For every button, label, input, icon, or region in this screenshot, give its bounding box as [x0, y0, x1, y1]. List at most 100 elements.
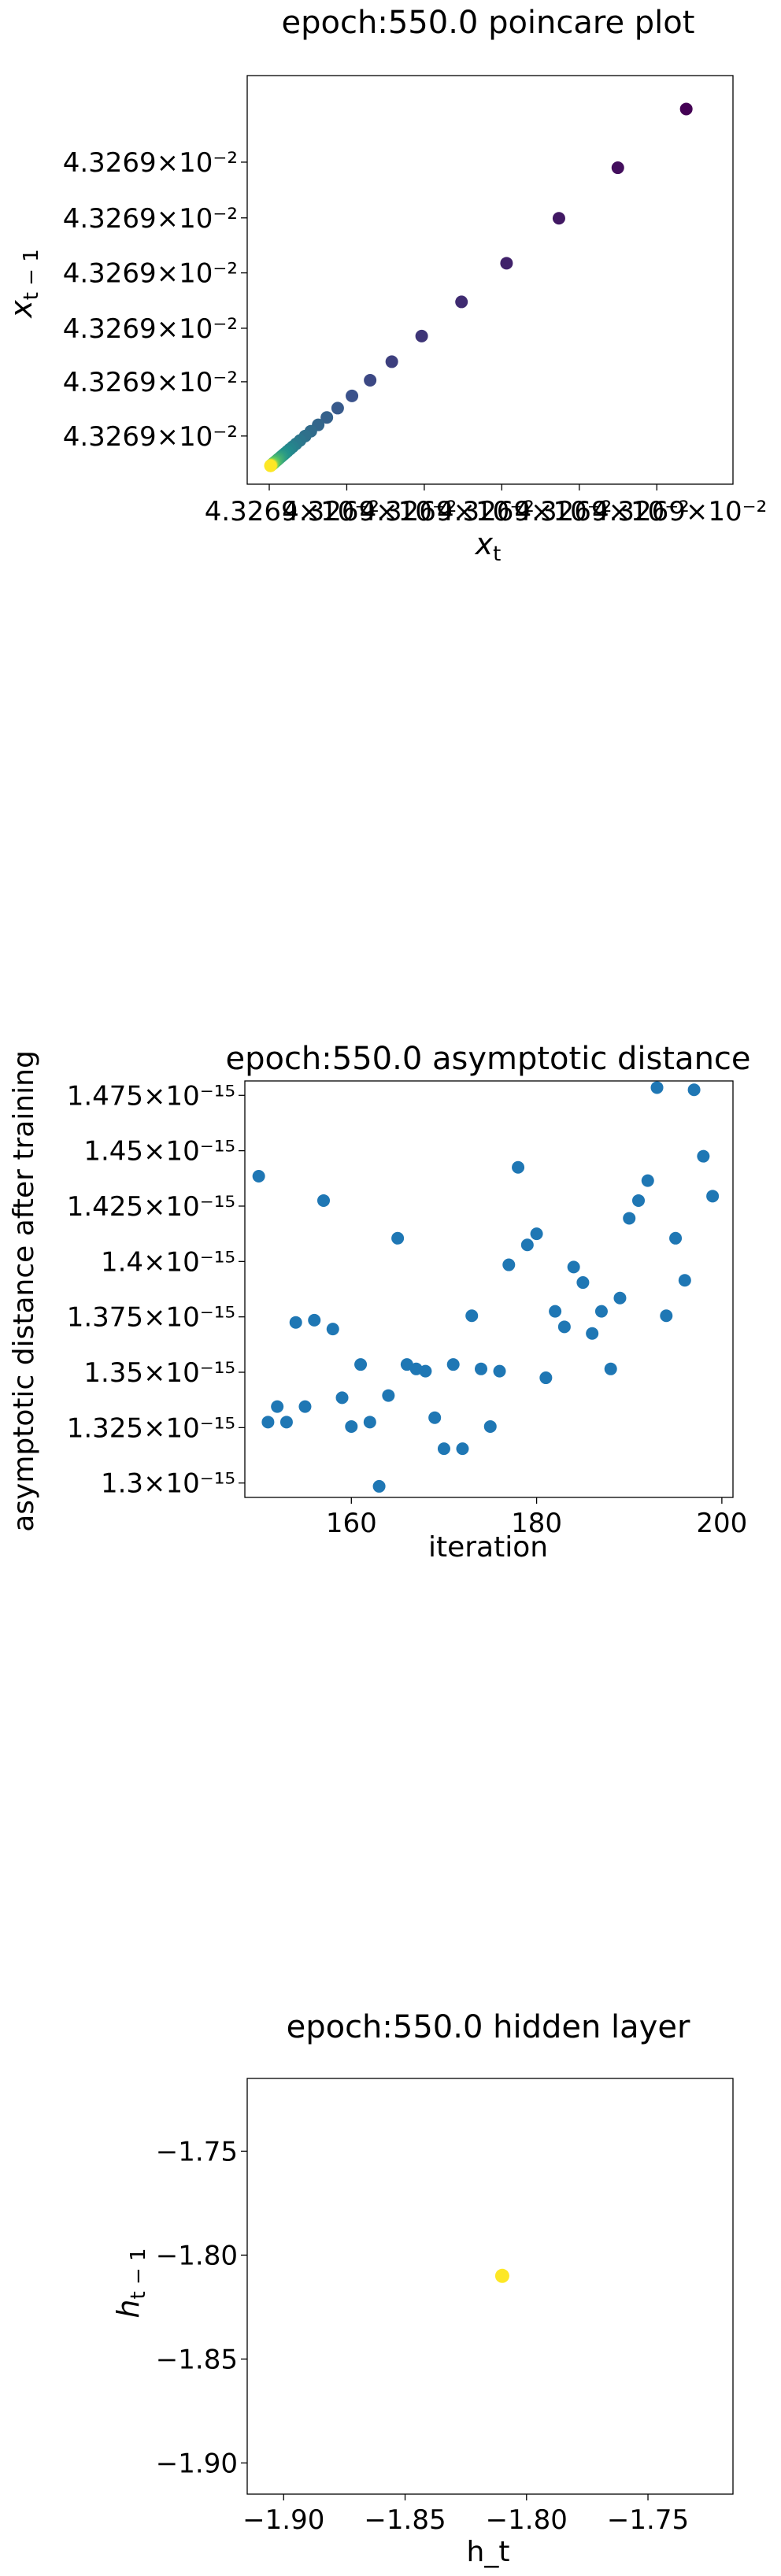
- poincare-point: [331, 402, 344, 415]
- asymptotic-point: [308, 1313, 321, 1327]
- asymptotic-point: [623, 1212, 636, 1225]
- poincare-axes-frame: [246, 75, 734, 485]
- asymptotic-chart: epoch:550.0 asymptotic distance 1.3×10⁻¹…: [8, 1041, 751, 1564]
- asymptotic-point: [419, 1364, 432, 1378]
- asymptotic-title: epoch:550.0 asymptotic distance: [225, 1041, 750, 1077]
- poincare-point: [500, 257, 513, 270]
- asymptotic-x-axis-label: iteration: [428, 1531, 548, 1564]
- asymptotic-point: [678, 1274, 691, 1287]
- asymptotic-point: [345, 1419, 358, 1433]
- hidden-layer-y-tick-label: −1.75: [156, 2136, 238, 2167]
- asymptotic-point: [512, 1160, 525, 1174]
- asymptotic-point: [391, 1231, 405, 1245]
- asymptotic-x-tick-label: 180: [511, 1508, 562, 1539]
- asymptotic-y-tick-label: 1.4×10⁻¹⁵: [101, 1246, 235, 1278]
- poincare-point: [346, 389, 359, 402]
- poincare-x-tick-label: 4.3269×10⁻²: [592, 496, 767, 527]
- asymptotic-point: [641, 1174, 654, 1187]
- poincare-x-tick-label: 4.3269×10⁻²: [360, 496, 535, 527]
- asymptotic-point: [557, 1320, 571, 1334]
- asymptotic-y-tick-label: 1.35×10⁻¹⁵: [83, 1357, 235, 1389]
- poincare-chart: epoch:550.0 poincare plot 4.3269×10⁻²4.3…: [4, 5, 767, 566]
- asymptotic-point: [428, 1411, 442, 1424]
- hidden-layer-x-tick-label: −1.85: [364, 2504, 446, 2536]
- asymptotic-y-axis-label: asymptotic distance after training: [8, 1050, 40, 1532]
- asymptotic-y-tick-label: 1.325×10⁻¹⁵: [67, 1412, 235, 1444]
- asymptotic-points: [252, 1081, 720, 1493]
- poincare-x-axis-label: xt: [475, 527, 502, 566]
- asymptotic-y-tick-label: 1.475×10⁻¹⁵: [67, 1080, 235, 1112]
- asymptotic-point: [475, 1362, 487, 1375]
- asymptotic-point: [446, 1358, 460, 1371]
- asymptotic-point: [298, 1400, 312, 1413]
- asymptotic-point: [335, 1391, 349, 1405]
- poincare-x-tick-label: 4.3269×10⁻²: [515, 496, 690, 527]
- poincare-point: [320, 411, 334, 424]
- poincare-y-tick-label: 4.3269×10⁻²: [63, 258, 238, 290]
- asymptotic-point: [456, 1442, 469, 1456]
- asymptotic-point: [586, 1327, 599, 1340]
- asymptotic-point: [363, 1416, 376, 1429]
- asymptotic-y-tick-label: 1.45×10⁻¹⁵: [83, 1136, 235, 1168]
- hidden-layer-x-tick-label: −1.90: [242, 2504, 324, 2536]
- asymptotic-point: [279, 1416, 293, 1429]
- hidden-layer-y-ticks: −1.90 −1.85 −1.80 −1.75: [156, 2136, 247, 2479]
- asymptotic-point: [660, 1309, 673, 1323]
- poincare-x-ticks: 4.3269×10⁻²4.3269×10⁻²4.3269×10⁻²4.3269×…: [205, 484, 767, 527]
- asymptotic-x-tick-label: 160: [326, 1508, 377, 1539]
- asymptotic-point: [687, 1083, 701, 1097]
- poincare-point: [264, 459, 277, 472]
- asymptotic-y-tick-label: 1.3×10⁻¹⁵: [101, 1468, 235, 1500]
- hidden-layer-title: epoch:550.0 hidden layer: [287, 2009, 690, 2045]
- poincare-point: [679, 102, 693, 116]
- asymptotic-point: [549, 1305, 562, 1318]
- poincare-x-tick-label: 4.3269×10⁻²: [437, 496, 612, 527]
- asymptotic-point: [632, 1194, 645, 1207]
- poincare-x-tick-label: 4.3269×10⁻²: [282, 496, 457, 527]
- asymptotic-point: [594, 1305, 608, 1318]
- asymptotic-point: [650, 1081, 664, 1094]
- asymptotic-point: [493, 1364, 506, 1378]
- poincare-y-axis-label: xt − 1: [4, 249, 43, 319]
- asymptotic-y-tick-label: 1.425×10⁻¹⁵: [67, 1191, 235, 1223]
- asymptotic-point: [697, 1149, 710, 1163]
- poincare-point: [611, 161, 624, 175]
- asymptotic-point: [271, 1400, 284, 1413]
- asymptotic-y-ticks: 1.3×10⁻¹⁵ 1.325×10⁻¹⁵ 1.35×10⁻¹⁵ 1.375×10⁻¹…: [67, 1080, 245, 1500]
- asymptotic-axes-frame: [244, 1080, 734, 1498]
- poincare-point: [364, 374, 377, 387]
- hidden-layer-y-tick-label: −1.90: [156, 2448, 238, 2479]
- asymptotic-point: [539, 1371, 553, 1385]
- hidden-layer-point: [494, 2268, 509, 2283]
- asymptotic-point: [483, 1419, 497, 1433]
- hidden-layer-x-axis-label: h_t: [467, 2536, 510, 2568]
- hidden-layer-axes-frame: [246, 2078, 734, 2495]
- poincare-x-tick-label: 4.3269×10⁻²: [205, 496, 379, 527]
- poincare-title: epoch:550.0 poincare plot: [282, 5, 695, 41]
- poincare-points: [264, 102, 693, 472]
- hidden-layer-y-axis-label: ht − 1: [111, 2248, 150, 2318]
- asymptotic-point: [502, 1258, 516, 1271]
- poincare-point: [385, 355, 398, 368]
- asymptotic-point: [382, 1389, 395, 1402]
- poincare-y-tick-label: 4.3269×10⁻²: [63, 367, 238, 398]
- asymptotic-point: [372, 1479, 386, 1493]
- hidden-layer-y-tick-label: −1.85: [156, 2344, 238, 2375]
- asymptotic-point: [465, 1309, 479, 1323]
- asymptotic-point: [576, 1276, 590, 1290]
- poincare-point: [552, 212, 565, 225]
- poincare-point: [455, 295, 468, 309]
- poincare-y-tick-label: 4.3269×10⁻²: [63, 203, 238, 235]
- asymptotic-point: [520, 1238, 534, 1252]
- hidden-layer-chart: epoch:550.0 hidden layer −1.90 −1.85 −1.80…: [111, 2009, 734, 2568]
- asymptotic-point: [669, 1231, 683, 1245]
- asymptotic-point: [706, 1190, 720, 1203]
- asymptotic-point: [437, 1442, 450, 1456]
- asymptotic-point: [567, 1260, 580, 1274]
- hidden-layer-x-tick-label: −1.80: [486, 2504, 568, 2536]
- asymptotic-x-tick-label: 200: [696, 1508, 747, 1539]
- asymptotic-x-ticks: 160 180 200: [326, 1497, 747, 1539]
- asymptotic-point: [530, 1227, 543, 1241]
